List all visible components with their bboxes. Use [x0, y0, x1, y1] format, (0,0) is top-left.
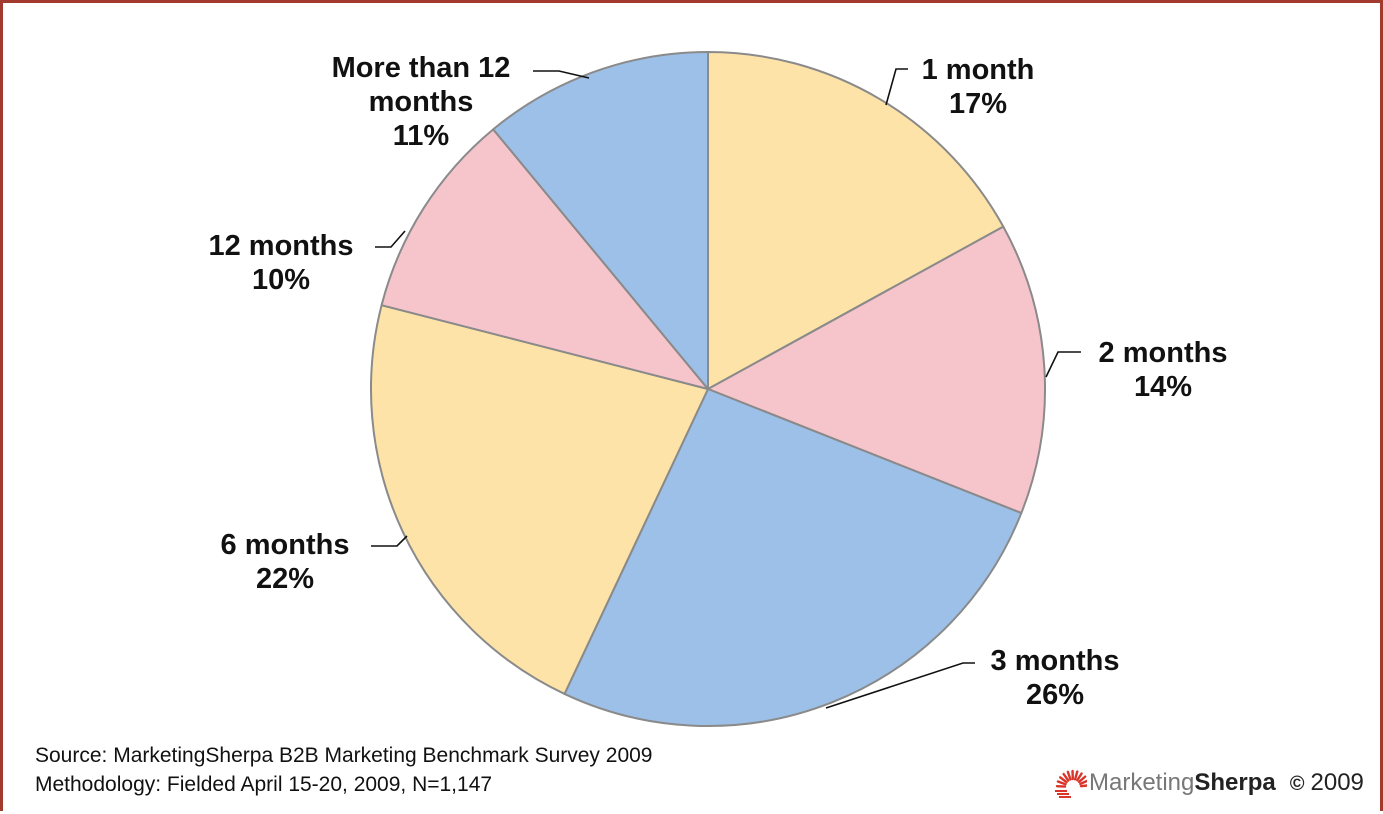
leader-line-5: [375, 231, 405, 247]
sun-rays-icon: [1051, 765, 1087, 801]
brand-mark: MarketingSherpa © 2009: [1051, 763, 1364, 803]
leader-line-4: [371, 536, 407, 546]
leader-line-1: [886, 69, 908, 105]
source-note: Source: MarketingSherpa B2B Marketing Be…: [35, 744, 652, 768]
leader-line-2: [1046, 352, 1081, 377]
brand-name-bold: Sherpa: [1194, 769, 1275, 796]
copyright-symbol: ©: [1290, 773, 1305, 795]
brand-name-light: Marketing: [1089, 769, 1194, 796]
brand-copyright: © 2009: [1290, 769, 1364, 797]
methodology-note: Methodology: Fielded April 15-20, 2009, …: [35, 773, 492, 797]
brand-name: MarketingSherpa: [1089, 769, 1276, 797]
copyright-year: 2009: [1311, 769, 1364, 796]
